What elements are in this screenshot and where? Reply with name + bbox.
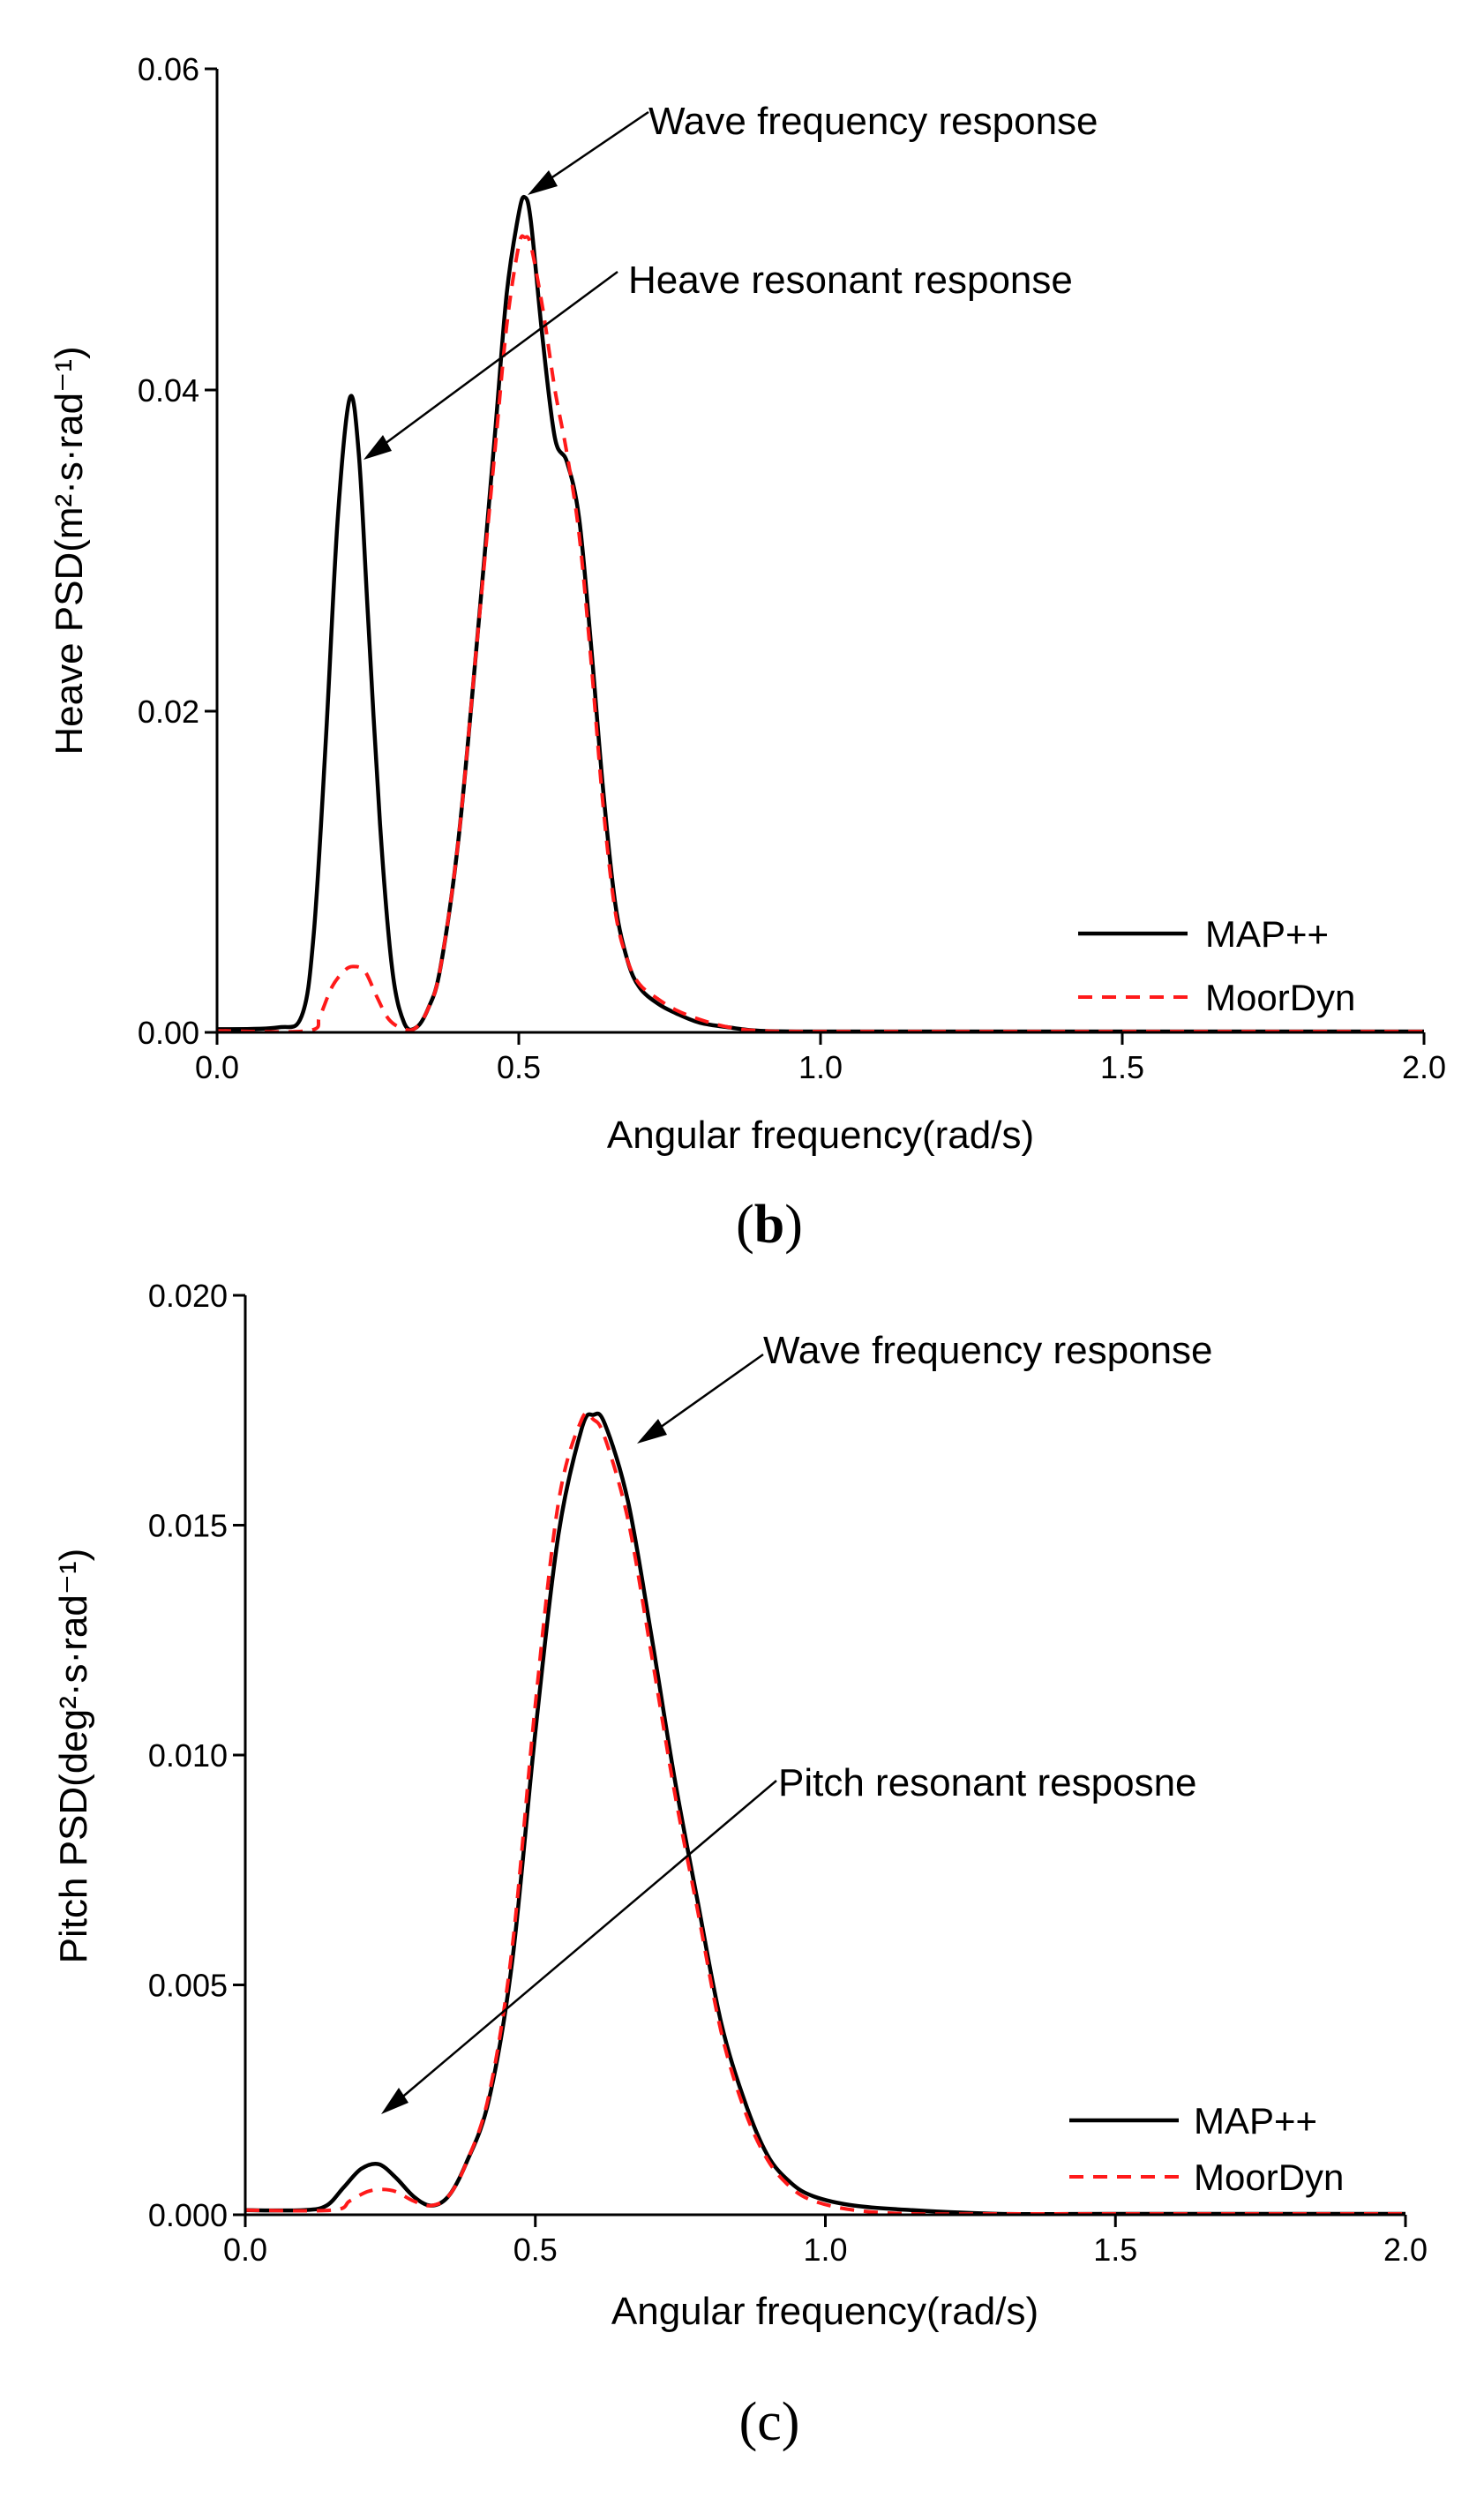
pitch-panel-label: (c) — [739, 2392, 800, 2452]
pitch-wave-annotation-arrowhead — [637, 1419, 667, 1444]
heave-psd-chart: 0.0 0.5 1.0 1.5 2.0 0.00 0.02 0.04 0.06 Angular … — [48, 51, 1446, 1255]
pitch-wave-annotation: Wave frequency response — [763, 1329, 1213, 1372]
heave-panel-letter: b — [754, 1195, 784, 1255]
heave-x-tick-label: 1.0 — [798, 1049, 843, 1085]
pitch-x-tick-label: 0.5 — [513, 2232, 558, 2268]
pitch-resonant-annotation-arrowhead — [381, 2088, 408, 2114]
heave-wave-annotation-arrowhead — [528, 170, 558, 195]
pitch-wave-annotation-line — [656, 1353, 764, 1431]
heave-x-tick-label: 0.5 — [497, 1049, 541, 1085]
heave-legend-moordyn-label: MoorDyn — [1205, 977, 1355, 1018]
heave-legend-map-label: MAP++ — [1205, 913, 1329, 955]
pitch-y-tick-label: 0.000 — [148, 2197, 228, 2233]
heave-x-tick-label: 1.5 — [1100, 1049, 1144, 1085]
heave-y-axis-title: Heave PSD(m²·s·rad⁻¹) — [48, 346, 91, 754]
heave-wave-annotation-line — [546, 110, 649, 183]
pitch-resonant-annotation: Pitch resonant resposne — [778, 1761, 1197, 1804]
pitch-x-tick-label: 2.0 — [1383, 2232, 1428, 2268]
pitch-resonant-annotation-line — [398, 1780, 777, 2101]
heave-x-axis-title: Angular frequency(rad/s) — [607, 1114, 1034, 1157]
heave-y-tick-label: 0.02 — [138, 694, 199, 730]
pitch-panel-letter: c — [757, 2392, 782, 2452]
heave-resonant-annotation-arrowhead — [364, 435, 392, 460]
pitch-ticks: 0.0 0.5 1.0 1.5 2.0 0.000 0.005 0.010 0.015 0.020 — [148, 1278, 1428, 2268]
pitch-x-tick-label: 1.0 — [803, 2232, 847, 2268]
pitch-series-group — [244, 1410, 1405, 2217]
pitch-y-axis-title: Pitch PSD(deg²·s·rad⁻¹) — [52, 1549, 95, 1964]
pitch-x-tick-label: 0.0 — [223, 2232, 267, 2268]
heave-series-map-line — [216, 194, 1424, 1034]
heave-plot-frame — [217, 69, 1424, 1032]
pitch-legend-moordyn-label: MoorDyn — [1194, 2157, 1344, 2198]
heave-series-moordyn-line — [216, 234, 1424, 1034]
pitch-x-tick-label: 1.5 — [1093, 2232, 1137, 2268]
heave-x-tick-label: 0.0 — [195, 1049, 239, 1085]
pitch-series-map-line — [244, 1411, 1405, 2217]
heave-resonant-annotation: Heave resonant response — [628, 259, 1073, 302]
heave-y-tick-label: 0.04 — [138, 372, 199, 409]
pitch-legend: MAP++ MoorDyn — [1069, 2100, 1344, 2198]
heave-wave-annotation: Wave frequency response — [648, 100, 1098, 143]
heave-y-tick-label: 0.06 — [138, 51, 199, 87]
heave-ticks: 0.0 0.5 1.0 1.5 2.0 0.00 0.02 0.04 0.06 — [138, 51, 1446, 1085]
pitch-y-tick-label: 0.010 — [148, 1737, 228, 1774]
heave-panel-label: (b) — [736, 1195, 803, 1255]
pitch-psd-chart: 0.0 0.5 1.0 1.5 2.0 0.000 0.005 0.010 0.015 0.020… — [52, 1278, 1428, 2452]
heave-x-tick-label: 2.0 — [1402, 1049, 1446, 1085]
heave-y-tick-label: 0.00 — [138, 1015, 199, 1051]
pitch-x-axis-title: Angular frequency(rad/s) — [611, 2290, 1038, 2333]
pitch-y-tick-label: 0.020 — [148, 1278, 228, 1314]
heave-resonant-annotation-line — [380, 270, 618, 448]
pitch-series-moordyn-line — [244, 1410, 1405, 2217]
heave-legend: MAP++ MoorDyn — [1078, 913, 1355, 1018]
pitch-y-tick-label: 0.015 — [148, 1508, 228, 1544]
heave-series-group — [216, 194, 1424, 1034]
pitch-legend-map-label: MAP++ — [1194, 2100, 1317, 2142]
pitch-y-tick-label: 0.005 — [148, 1968, 228, 2004]
